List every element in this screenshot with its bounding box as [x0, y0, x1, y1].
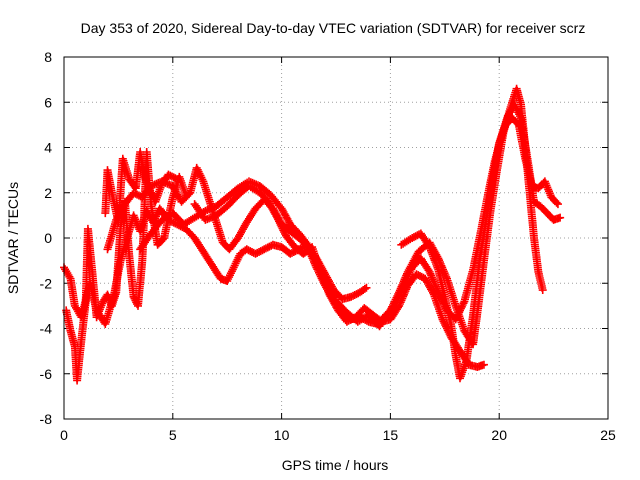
- y-axis-label: SDTVAR / TECUs: [5, 182, 21, 294]
- y-tick-labels: -8 -6 -4 -2 0 2 4 6 8: [40, 49, 53, 427]
- x-tick-label: 25: [600, 427, 616, 443]
- x-axis-label: GPS time / hours: [282, 457, 389, 473]
- chart-title: Day 353 of 2020, Sidereal Day-to-day VTE…: [81, 20, 586, 36]
- x-tick-label: 0: [60, 427, 68, 443]
- series-markers: [190, 182, 488, 371]
- series-track-4: [190, 182, 488, 371]
- series-markers: [397, 114, 562, 383]
- y-tick-label: 4: [44, 140, 52, 156]
- x-tick-label: 15: [383, 427, 399, 443]
- y-tick-label: -4: [40, 321, 53, 337]
- data-series: [60, 84, 565, 385]
- plot-frame: [63, 56, 609, 420]
- x-tick-labels: 0 5 10 15 20 25: [60, 427, 616, 443]
- y-tick-label: 0: [44, 230, 52, 246]
- x-tick-label: 5: [169, 427, 177, 443]
- series-track-7: [101, 148, 182, 227]
- y-tick-label: 8: [44, 49, 52, 65]
- y-tick-label: -8: [40, 411, 53, 427]
- y-tick-label: 2: [44, 185, 52, 201]
- y-tick-label: 6: [44, 94, 52, 110]
- x-tick-label: 20: [491, 427, 507, 443]
- y-tick-label: -6: [40, 366, 53, 382]
- series-track-5: [397, 114, 562, 383]
- y-tick-label: -2: [40, 275, 53, 291]
- x-tick-label: 10: [274, 427, 290, 443]
- series-markers: [101, 148, 182, 227]
- grid: [64, 57, 608, 419]
